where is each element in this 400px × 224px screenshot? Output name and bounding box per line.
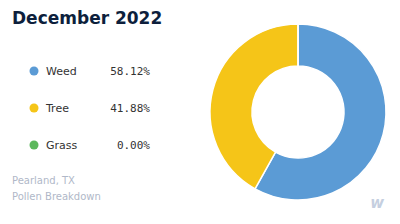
slice bbox=[297, 24, 299, 66]
chart: December 2022 Weed 58.12% Tree 41.88% Grass 0.… bbox=[0, 0, 400, 224]
slice bbox=[210, 24, 298, 189]
title: December 2022 bbox=[12, 8, 162, 28]
legend-value: 41.88% bbox=[110, 102, 150, 115]
legend-swatch bbox=[30, 141, 39, 150]
legend-label: Tree bbox=[45, 102, 69, 115]
legend-value: 58.12% bbox=[110, 65, 150, 78]
subtitle-line: Pollen Breakdown bbox=[12, 191, 101, 202]
annotation: w bbox=[370, 194, 384, 212]
legend-label: Grass bbox=[46, 139, 78, 152]
legend-label: Weed bbox=[46, 65, 77, 78]
legend-value: 0.00% bbox=[117, 139, 150, 152]
subtitle-line: Pearland, TX bbox=[12, 175, 75, 186]
legend-swatch bbox=[30, 67, 39, 76]
donut bbox=[210, 24, 386, 200]
legend-swatch bbox=[30, 104, 39, 113]
subtitle: Pearland, TX Pollen Breakdown bbox=[12, 175, 101, 202]
legend: Weed 58.12% Tree 41.88% Grass 0.00% bbox=[30, 65, 151, 152]
